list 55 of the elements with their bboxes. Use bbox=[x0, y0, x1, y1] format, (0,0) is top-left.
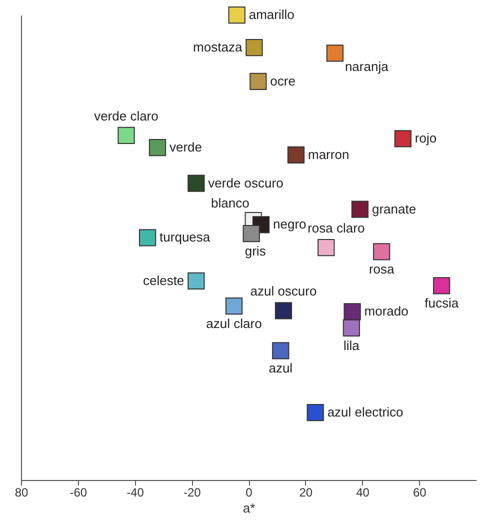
annotation: azul oscuro bbox=[250, 284, 317, 299]
point bbox=[228, 6, 246, 24]
point bbox=[344, 303, 361, 320]
point bbox=[148, 138, 166, 156]
x-tick-label: 0 bbox=[246, 486, 253, 500]
annotation: marron bbox=[308, 146, 350, 162]
annotation: naranja bbox=[344, 59, 390, 74]
point bbox=[373, 243, 390, 260]
x-tick-label: 80 bbox=[14, 486, 28, 500]
point bbox=[306, 404, 324, 422]
annotation: verde claro bbox=[94, 108, 158, 124]
annotation: rosa bbox=[368, 262, 395, 277]
annotation: morado bbox=[364, 304, 408, 319]
point bbox=[326, 44, 344, 62]
annotation: amarillo bbox=[248, 7, 294, 22]
point bbox=[118, 126, 135, 144]
annotation: rojo bbox=[414, 130, 437, 146]
annotation: blanco bbox=[211, 196, 250, 211]
annotation: lila bbox=[343, 338, 360, 353]
point bbox=[342, 319, 360, 337]
point bbox=[188, 272, 205, 290]
annotation: turquesa bbox=[160, 230, 211, 245]
point bbox=[188, 174, 205, 192]
annotation: negro bbox=[273, 216, 306, 232]
point bbox=[287, 146, 305, 164]
x-tick-label: 60 bbox=[412, 486, 427, 500]
point bbox=[274, 302, 292, 320]
x-tick-label: 40 bbox=[356, 486, 370, 500]
annotation: verde bbox=[170, 140, 202, 155]
annotation: ocre bbox=[270, 73, 296, 88]
annotation: rosa claro bbox=[308, 220, 365, 236]
annotation: azul claro bbox=[206, 316, 262, 332]
x-tick-label: -60 bbox=[70, 486, 88, 500]
annotation: gris bbox=[244, 244, 266, 259]
point bbox=[272, 342, 290, 360]
point bbox=[242, 224, 260, 242]
annotation: celeste bbox=[142, 272, 184, 288]
annotation: fucsia bbox=[424, 296, 460, 311]
x-tick-label: -40 bbox=[126, 486, 144, 500]
x-tick-label: 20 bbox=[299, 486, 313, 500]
point bbox=[433, 277, 450, 294]
annotation: mostaza bbox=[193, 40, 243, 55]
point bbox=[246, 38, 263, 56]
annotation: verde oscuro bbox=[208, 175, 284, 190]
point bbox=[394, 130, 412, 148]
x-tick-label: -20 bbox=[183, 486, 202, 500]
point bbox=[318, 238, 335, 256]
x-axis-title: a* bbox=[242, 500, 256, 516]
point bbox=[351, 200, 369, 218]
point bbox=[250, 72, 267, 90]
annotation: granate bbox=[372, 201, 416, 216]
point bbox=[138, 229, 156, 246]
point bbox=[225, 298, 243, 315]
annotation: azul bbox=[268, 360, 293, 376]
annotation: azul electrico bbox=[327, 404, 404, 420]
